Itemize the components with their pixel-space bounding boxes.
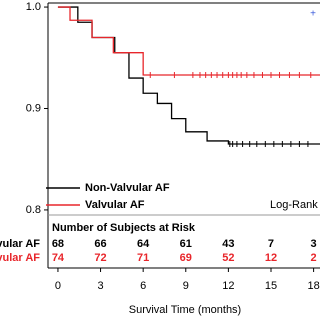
x-tick-label: 15 (265, 280, 277, 292)
risk-row-label: Valvular AF (0, 252, 40, 264)
x-tick-label: 9 (183, 280, 189, 292)
risk-value: 66 (94, 238, 106, 250)
x-tick-label: 6 (140, 280, 146, 292)
risk-value: 64 (137, 238, 150, 250)
x-tick-label: 0 (55, 280, 61, 292)
legend-label: Non-Valvular AF (85, 182, 170, 194)
risk-value: 72 (94, 252, 106, 264)
risk-value: 12 (265, 252, 277, 264)
marker: + (310, 9, 316, 20)
y-tick-label: 0.9 (26, 102, 41, 114)
risk-value: 74 (52, 252, 65, 264)
x-axis-label: Survival Time (months) (129, 304, 241, 316)
x-tick-label: 12 (222, 280, 234, 292)
risk-value: 68 (52, 238, 64, 250)
risk-row-label: Non-Valvular AF (0, 238, 40, 250)
risk-value: 52 (222, 252, 234, 264)
risk-value: 7 (268, 238, 274, 250)
risk-value: 43 (222, 238, 234, 250)
survival-curve (57, 6, 320, 76)
risk-value: 69 (180, 252, 192, 264)
annotation: Log-Rank (270, 199, 318, 211)
risk-value: 71 (137, 252, 149, 264)
risk-value: 3 (311, 238, 317, 250)
risk-title: Number of Subjects at Risk (52, 222, 196, 234)
y-tick-label: 0.8 (26, 204, 41, 216)
x-tick-label: 3 (97, 280, 103, 292)
legend-label: Valvular AF (85, 199, 145, 211)
risk-value: 61 (180, 238, 192, 250)
risk-value: 2 (311, 252, 317, 264)
y-tick-label: 1.0 (26, 1, 41, 13)
x-tick-label: 18 (307, 280, 319, 292)
